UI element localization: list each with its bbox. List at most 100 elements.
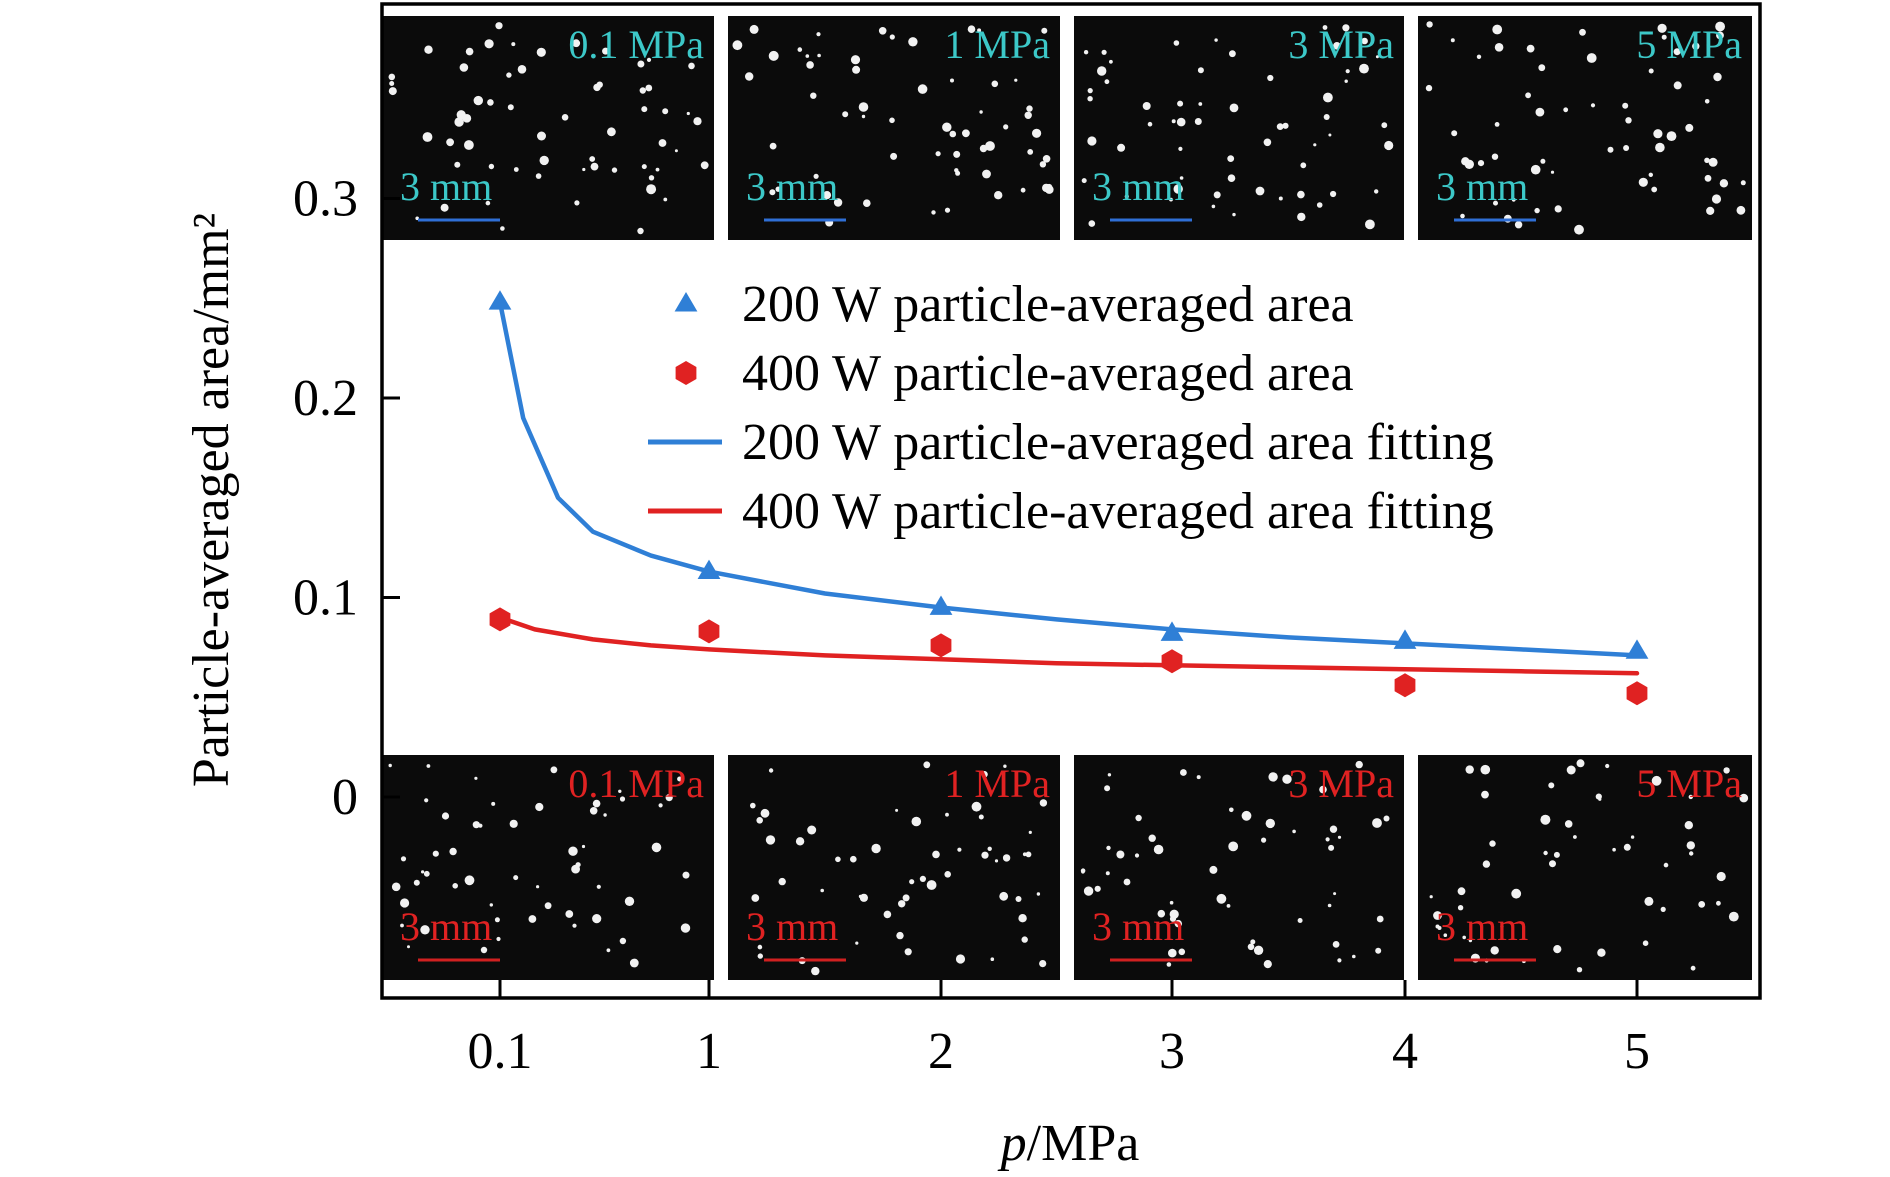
particle-dot bbox=[421, 870, 425, 874]
particle-dot bbox=[1177, 100, 1184, 107]
x-tick-label: 3 bbox=[1159, 1023, 1185, 1080]
particle-dot bbox=[765, 835, 776, 845]
legend-label: 200 W particle-averaged area bbox=[742, 276, 1354, 333]
particle-dot bbox=[388, 73, 396, 81]
marker-200w bbox=[1625, 639, 1649, 659]
particle-dot bbox=[797, 47, 803, 52]
particle-dot bbox=[1740, 180, 1746, 186]
particle-dot bbox=[536, 885, 540, 889]
particle-dot bbox=[1337, 835, 1342, 839]
particle-dot bbox=[950, 78, 954, 83]
particle-dot bbox=[919, 875, 927, 883]
particle-dot bbox=[1106, 845, 1111, 851]
particle-dot bbox=[446, 138, 454, 147]
particle-dot bbox=[1267, 74, 1274, 82]
particle-dot bbox=[1003, 124, 1009, 130]
inset-image bbox=[1418, 755, 1752, 980]
particle-dot bbox=[890, 152, 898, 160]
particle-dot bbox=[1450, 38, 1455, 43]
particle-dot bbox=[806, 61, 814, 69]
particle-dot bbox=[1550, 170, 1555, 174]
particle-dot bbox=[1673, 48, 1681, 56]
particle-dot bbox=[571, 864, 580, 874]
particle-dot bbox=[1104, 785, 1111, 792]
particle-dot bbox=[749, 24, 759, 34]
particle-dot bbox=[1554, 205, 1562, 213]
particle-dot bbox=[1540, 814, 1551, 825]
particle-dot bbox=[863, 199, 871, 207]
particle-dot bbox=[1489, 840, 1496, 847]
inset-pressure-label: 5 MPa bbox=[1636, 22, 1742, 67]
particle-dot bbox=[1198, 102, 1203, 106]
particle-dot bbox=[1263, 138, 1272, 147]
fit-line-200w bbox=[497, 299, 1640, 658]
particle-dot bbox=[1330, 190, 1337, 198]
particle-dot bbox=[745, 72, 754, 81]
particle-dot bbox=[611, 167, 618, 173]
particle-dot bbox=[1375, 55, 1379, 59]
particle-dot bbox=[441, 812, 450, 820]
particle-dot bbox=[480, 946, 488, 954]
particle-dot bbox=[1020, 187, 1026, 193]
marker-400w bbox=[1394, 673, 1416, 698]
particle-dot bbox=[1630, 835, 1635, 839]
particle-dot bbox=[624, 896, 635, 906]
particle-dot bbox=[1685, 123, 1694, 132]
particle-dot bbox=[1673, 81, 1682, 90]
particle-dot bbox=[1660, 906, 1666, 913]
x-tick-label: 4 bbox=[1392, 1023, 1418, 1080]
particle-dot bbox=[1530, 164, 1541, 175]
inset-panel: 5 MPa 3 mm bbox=[1418, 755, 1752, 980]
particle-dot bbox=[639, 87, 646, 94]
particle-dot bbox=[757, 953, 763, 959]
particle-dot bbox=[582, 167, 586, 172]
particle-dot bbox=[1039, 799, 1048, 807]
marker-200w bbox=[488, 290, 512, 310]
particle-dot bbox=[665, 794, 673, 802]
particle-dot bbox=[1105, 871, 1110, 876]
particle-dot bbox=[400, 856, 407, 862]
particle-dot bbox=[1648, 172, 1654, 177]
particle-dot bbox=[889, 34, 895, 40]
particle-dot bbox=[1250, 939, 1256, 945]
particle-dot bbox=[1538, 64, 1546, 72]
particle-dot bbox=[1684, 821, 1694, 830]
particle-dot bbox=[1553, 851, 1560, 858]
bottom-inset-images: 0.1 MPa 3 mm 1 MPa 3 mm 3 MPa 3 mm 5 MPa 3 mm bbox=[382, 755, 1752, 980]
legend-label: 400 W particle-averaged area fitting bbox=[742, 483, 1494, 540]
particle-dot bbox=[732, 40, 743, 51]
inset-image bbox=[382, 755, 714, 980]
legend-marker bbox=[675, 361, 697, 385]
particle-dot bbox=[1018, 914, 1027, 923]
particle-dot bbox=[816, 32, 821, 37]
x-axis: 0.1 1 2 3 4 5 bbox=[468, 980, 1650, 1080]
particle-dot bbox=[1437, 926, 1442, 930]
particle-dot bbox=[440, 203, 449, 212]
particle-dot bbox=[760, 808, 770, 818]
particle-dot bbox=[459, 63, 469, 72]
particle-dot bbox=[1653, 129, 1663, 139]
particle-dot bbox=[1345, 69, 1350, 74]
particle-dot bbox=[1457, 887, 1466, 896]
particle-dot bbox=[1706, 206, 1715, 215]
top-inset-images: 0.1 MPa 3 mm 1 MPa 3 mm 3 MPa 3 mm 5 MPa 3 mm bbox=[382, 16, 1752, 240]
particle-dot bbox=[1704, 174, 1712, 182]
inset-scale-label: 3 mm bbox=[400, 164, 492, 209]
particle-dot bbox=[1323, 92, 1333, 103]
particle-dot bbox=[464, 140, 474, 150]
particle-dot bbox=[677, 776, 683, 782]
particle-dot bbox=[1372, 818, 1382, 828]
particle-dot bbox=[1576, 759, 1585, 768]
particle-dot bbox=[1574, 224, 1584, 235]
particle-dot bbox=[1333, 892, 1337, 896]
particle-dot bbox=[1097, 66, 1107, 76]
particle-dot bbox=[1134, 853, 1140, 858]
particle-dot bbox=[1460, 213, 1465, 219]
particle-dot bbox=[423, 870, 430, 877]
particle-dot bbox=[1178, 948, 1186, 956]
particle-dot bbox=[1211, 204, 1216, 209]
particle-dot bbox=[682, 871, 690, 879]
particle-dot bbox=[911, 816, 922, 827]
particle-dot bbox=[1087, 88, 1093, 94]
particle-dot bbox=[1123, 878, 1131, 886]
